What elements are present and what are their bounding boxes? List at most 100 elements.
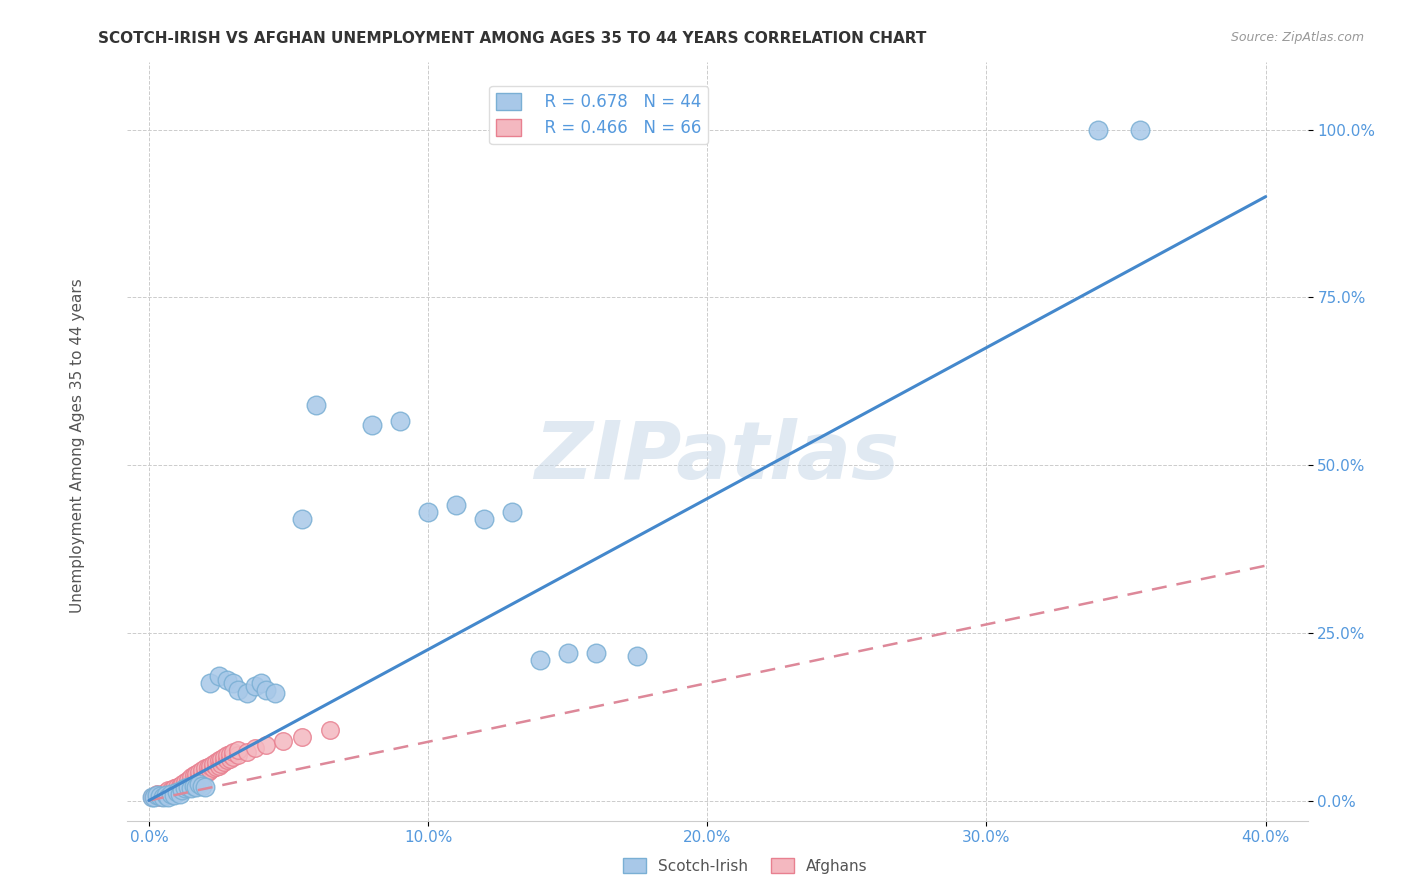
Point: [200, 758, 222, 772]
Point: [208, 669, 231, 683]
Point: [174, 781, 197, 796]
Text: Source: ZipAtlas.com: Source: ZipAtlas.com: [1230, 31, 1364, 45]
Point: [1129, 122, 1152, 136]
Point: [169, 779, 191, 793]
Point: [529, 652, 551, 666]
Point: [215, 673, 238, 687]
Point: [166, 785, 188, 799]
Point: [183, 768, 205, 782]
Point: [163, 785, 186, 799]
Point: [172, 780, 194, 794]
Text: Unemployment Among Ages 35 to 44 years: Unemployment Among Ages 35 to 44 years: [70, 278, 84, 614]
Point: [214, 755, 236, 769]
Point: [155, 788, 177, 802]
Point: [194, 780, 217, 794]
Point: [157, 783, 180, 797]
Point: [163, 781, 186, 796]
Point: [166, 780, 188, 794]
Point: [169, 781, 191, 796]
Point: [235, 745, 257, 759]
Point: [305, 398, 328, 412]
Point: [472, 512, 495, 526]
Point: [141, 790, 163, 805]
Point: [215, 747, 238, 762]
Point: [174, 779, 197, 793]
Text: SCOTCH-IRISH VS AFGHAN UNEMPLOYMENT AMONG AGES 35 TO 44 YEARS CORRELATION CHART: SCOTCH-IRISH VS AFGHAN UNEMPLOYMENT AMON…: [98, 31, 927, 46]
Point: [444, 498, 467, 512]
Point: [226, 743, 249, 757]
Point: [177, 780, 200, 794]
Point: [218, 752, 240, 766]
Point: [186, 766, 208, 780]
Point: [155, 788, 177, 802]
Point: [205, 760, 228, 774]
Point: [172, 777, 194, 791]
Point: [501, 505, 523, 519]
Point: [180, 770, 202, 784]
Point: [215, 753, 238, 767]
Point: [169, 787, 191, 801]
Point: [191, 768, 214, 782]
Point: [160, 787, 183, 801]
Point: [243, 741, 266, 756]
Point: [174, 774, 197, 789]
Point: [200, 764, 222, 778]
Point: [271, 734, 294, 748]
Point: [389, 414, 412, 428]
Point: [205, 755, 228, 769]
Point: [191, 779, 214, 793]
Point: [163, 788, 186, 802]
Point: [180, 781, 202, 796]
Point: [146, 788, 169, 802]
Point: [221, 745, 243, 759]
Point: [141, 790, 163, 805]
Point: [221, 750, 243, 764]
Point: [208, 753, 231, 767]
Point: [188, 777, 211, 791]
Point: [194, 761, 217, 775]
Point: [361, 417, 384, 432]
Point: [226, 747, 249, 762]
Point: [214, 750, 236, 764]
Point: [191, 764, 214, 778]
Point: [186, 780, 208, 794]
Point: [157, 790, 180, 805]
Point: [416, 505, 439, 519]
Point: [202, 761, 225, 775]
Point: [218, 747, 240, 761]
Point: [149, 790, 172, 805]
Point: [626, 649, 648, 664]
Point: [188, 770, 211, 784]
Point: [243, 680, 266, 694]
Point: [188, 765, 211, 780]
Point: [197, 765, 219, 780]
Point: [197, 760, 219, 774]
Point: [143, 790, 166, 805]
Point: [319, 723, 342, 737]
Point: [183, 773, 205, 788]
Point: [143, 790, 166, 805]
Point: [183, 779, 205, 793]
Point: [211, 756, 233, 771]
Point: [211, 752, 233, 766]
Point: [149, 789, 172, 804]
Point: [1087, 122, 1109, 136]
Point: [235, 686, 257, 700]
Point: [146, 788, 169, 802]
Point: [152, 790, 174, 805]
Point: [160, 783, 183, 797]
Point: [202, 756, 225, 771]
Point: [208, 758, 231, 772]
Point: [557, 646, 579, 660]
Point: [180, 774, 202, 789]
Point: [149, 788, 172, 802]
Point: [585, 646, 607, 660]
Legend:   R = 0.678   N = 44,   R = 0.466   N = 66: R = 0.678 N = 44, R = 0.466 N = 66: [489, 86, 709, 144]
Point: [186, 772, 208, 786]
Point: [155, 785, 177, 799]
Point: [177, 773, 200, 788]
Point: [200, 676, 222, 690]
Point: [254, 739, 277, 753]
Point: [226, 682, 249, 697]
Point: [160, 787, 183, 801]
